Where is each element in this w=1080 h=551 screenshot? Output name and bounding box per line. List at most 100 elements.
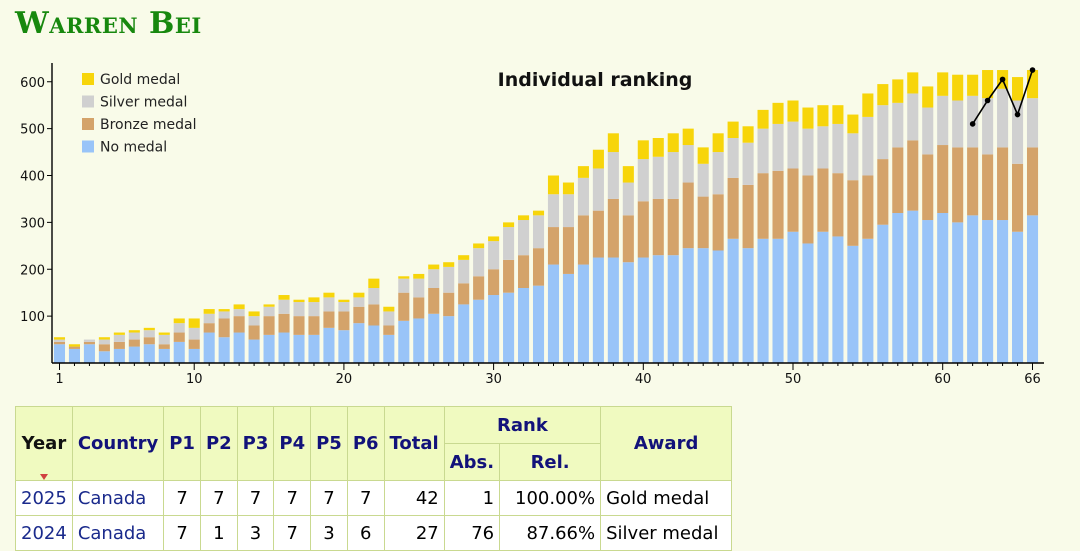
header-p6[interactable]: P6 <box>346 406 385 481</box>
bar-bronze-medal-22 <box>368 304 380 326</box>
bar-bronze-medal-9 <box>173 332 185 342</box>
bar-no-medal-13 <box>233 332 245 363</box>
bar-no-medal-23 <box>383 334 395 364</box>
rank-point-66 <box>1029 67 1036 73</box>
bar-gold-medal-26 <box>428 264 440 270</box>
bar-gold-medal-1 <box>53 337 66 340</box>
header-total[interactable]: Total <box>383 406 445 481</box>
header-year[interactable]: Year <box>15 406 73 481</box>
table-row: 2025 Canada 7 7 7 7 7 7 42 1 100.00% Gol… <box>15 480 733 516</box>
bar-no-medal-17 <box>293 334 305 364</box>
bar-silver-medal-65 <box>1012 100 1024 164</box>
bar-no-medal-65 <box>1012 231 1024 363</box>
bar-no-medal-46 <box>727 238 739 363</box>
bar-gold-medal-40 <box>637 140 649 160</box>
bar-gold-medal-53 <box>832 105 844 124</box>
bar-gold-medal-54 <box>847 114 859 134</box>
x-tick-label-66: 66 <box>1024 372 1041 387</box>
bar-silver-medal-40 <box>637 159 649 202</box>
bar-silver-medal-34 <box>547 194 560 228</box>
bar-bronze-medal-40 <box>637 201 649 258</box>
bar-no-medal-11 <box>203 332 215 363</box>
bar-gold-medal-57 <box>892 79 904 103</box>
header-rank-abs[interactable]: Abs. <box>443 443 501 481</box>
cell-p3: 3 <box>236 515 275 551</box>
bar-no-medal-24 <box>398 320 410 363</box>
bar-no-medal-18 <box>308 334 320 364</box>
bar-no-medal-29 <box>473 299 485 363</box>
bar-silver-medal-63 <box>982 98 994 155</box>
bar-gold-medal-50 <box>787 100 799 122</box>
x-tick-label-10: 10 <box>186 372 203 387</box>
cell-p2: 1 <box>199 515 238 551</box>
bar-silver-medal-8 <box>158 334 170 345</box>
bar-bronze-medal-21 <box>353 306 365 324</box>
bar-gold-medal-9 <box>173 318 185 324</box>
cell-country[interactable]: Canada <box>71 515 165 551</box>
bar-silver-medal-29 <box>473 248 485 277</box>
bar-silver-medal-37 <box>592 168 604 211</box>
header-p4[interactable]: P4 <box>273 406 312 481</box>
bar-silver-medal-59 <box>922 107 934 155</box>
bar-no-medal-56 <box>877 224 889 363</box>
bar-no-medal-42 <box>667 255 679 363</box>
bar-bronze-medal-31 <box>503 259 515 293</box>
bar-gold-medal-2 <box>68 344 80 347</box>
bar-silver-medal-19 <box>323 297 335 312</box>
bar-silver-medal-42 <box>667 152 679 199</box>
bar-no-medal-1 <box>53 344 66 363</box>
x-tick-label-20: 20 <box>336 372 353 387</box>
bar-gold-medal-21 <box>353 292 365 298</box>
bar-silver-medal-9 <box>173 323 185 333</box>
legend-swatch-gold-medal <box>82 73 94 85</box>
header-country[interactable]: Country <box>71 406 165 481</box>
bar-gold-medal-17 <box>293 299 305 303</box>
rank-line-group <box>969 67 1036 127</box>
bar-no-medal-36 <box>577 264 589 363</box>
bar-silver-medal-38 <box>607 152 619 199</box>
bar-bronze-medal-1 <box>53 341 66 345</box>
header-p1[interactable]: P1 <box>163 406 201 481</box>
bar-gold-medal-24 <box>398 276 410 279</box>
cell-year[interactable]: 2025 <box>15 480 73 516</box>
bar-bronze-medal-8 <box>158 344 170 349</box>
bar-gold-medal-65 <box>1012 77 1024 101</box>
bar-gold-medal-29 <box>473 243 485 249</box>
bar-gold-medal-15 <box>263 304 275 307</box>
bar-gold-medal-30 <box>488 236 500 242</box>
header-rank-rel[interactable]: Rel. <box>499 443 602 481</box>
bar-silver-medal-12 <box>218 311 230 319</box>
bar-bronze-medal-6 <box>128 339 140 347</box>
bar-no-medal-20 <box>338 330 350 363</box>
header-p2[interactable]: P2 <box>199 406 238 481</box>
bar-silver-medal-24 <box>398 278 410 293</box>
header-p3[interactable]: P3 <box>236 406 275 481</box>
bar-bronze-medal-29 <box>473 276 485 300</box>
bar-bronze-medal-37 <box>592 210 604 258</box>
bar-silver-medal-20 <box>338 302 350 312</box>
bar-no-medal-21 <box>353 323 365 363</box>
bar-silver-medal-5 <box>113 334 125 342</box>
bar-gold-medal-47 <box>742 126 754 143</box>
x-tick-label-1: 1 <box>55 372 63 387</box>
cell-year[interactable]: 2024 <box>15 515 73 551</box>
bar-silver-medal-10 <box>188 327 200 340</box>
y-tick-label-300: 300 <box>20 216 45 231</box>
header-p5[interactable]: P5 <box>310 406 348 481</box>
cell-total: 27 <box>383 515 445 551</box>
bar-bronze-medal-32 <box>518 255 530 288</box>
sort-arrow-icon <box>39 474 48 480</box>
bar-no-medal-30 <box>488 295 500 363</box>
header-award[interactable]: Award <box>600 406 733 481</box>
bar-no-medal-3 <box>83 344 95 363</box>
bar-gold-medal-11 <box>203 309 215 314</box>
bar-silver-medal-51 <box>802 128 814 176</box>
cell-p6: 7 <box>346 480 385 516</box>
bar-gold-medal-51 <box>802 107 814 129</box>
cell-country[interactable]: Canada <box>71 480 165 516</box>
bar-silver-medal-53 <box>832 123 844 174</box>
bar-silver-medal-60 <box>937 95 949 146</box>
y-tick-label-400: 400 <box>20 170 45 185</box>
bar-gold-medal-34 <box>547 175 560 195</box>
bar-gold-medal-12 <box>218 309 230 312</box>
